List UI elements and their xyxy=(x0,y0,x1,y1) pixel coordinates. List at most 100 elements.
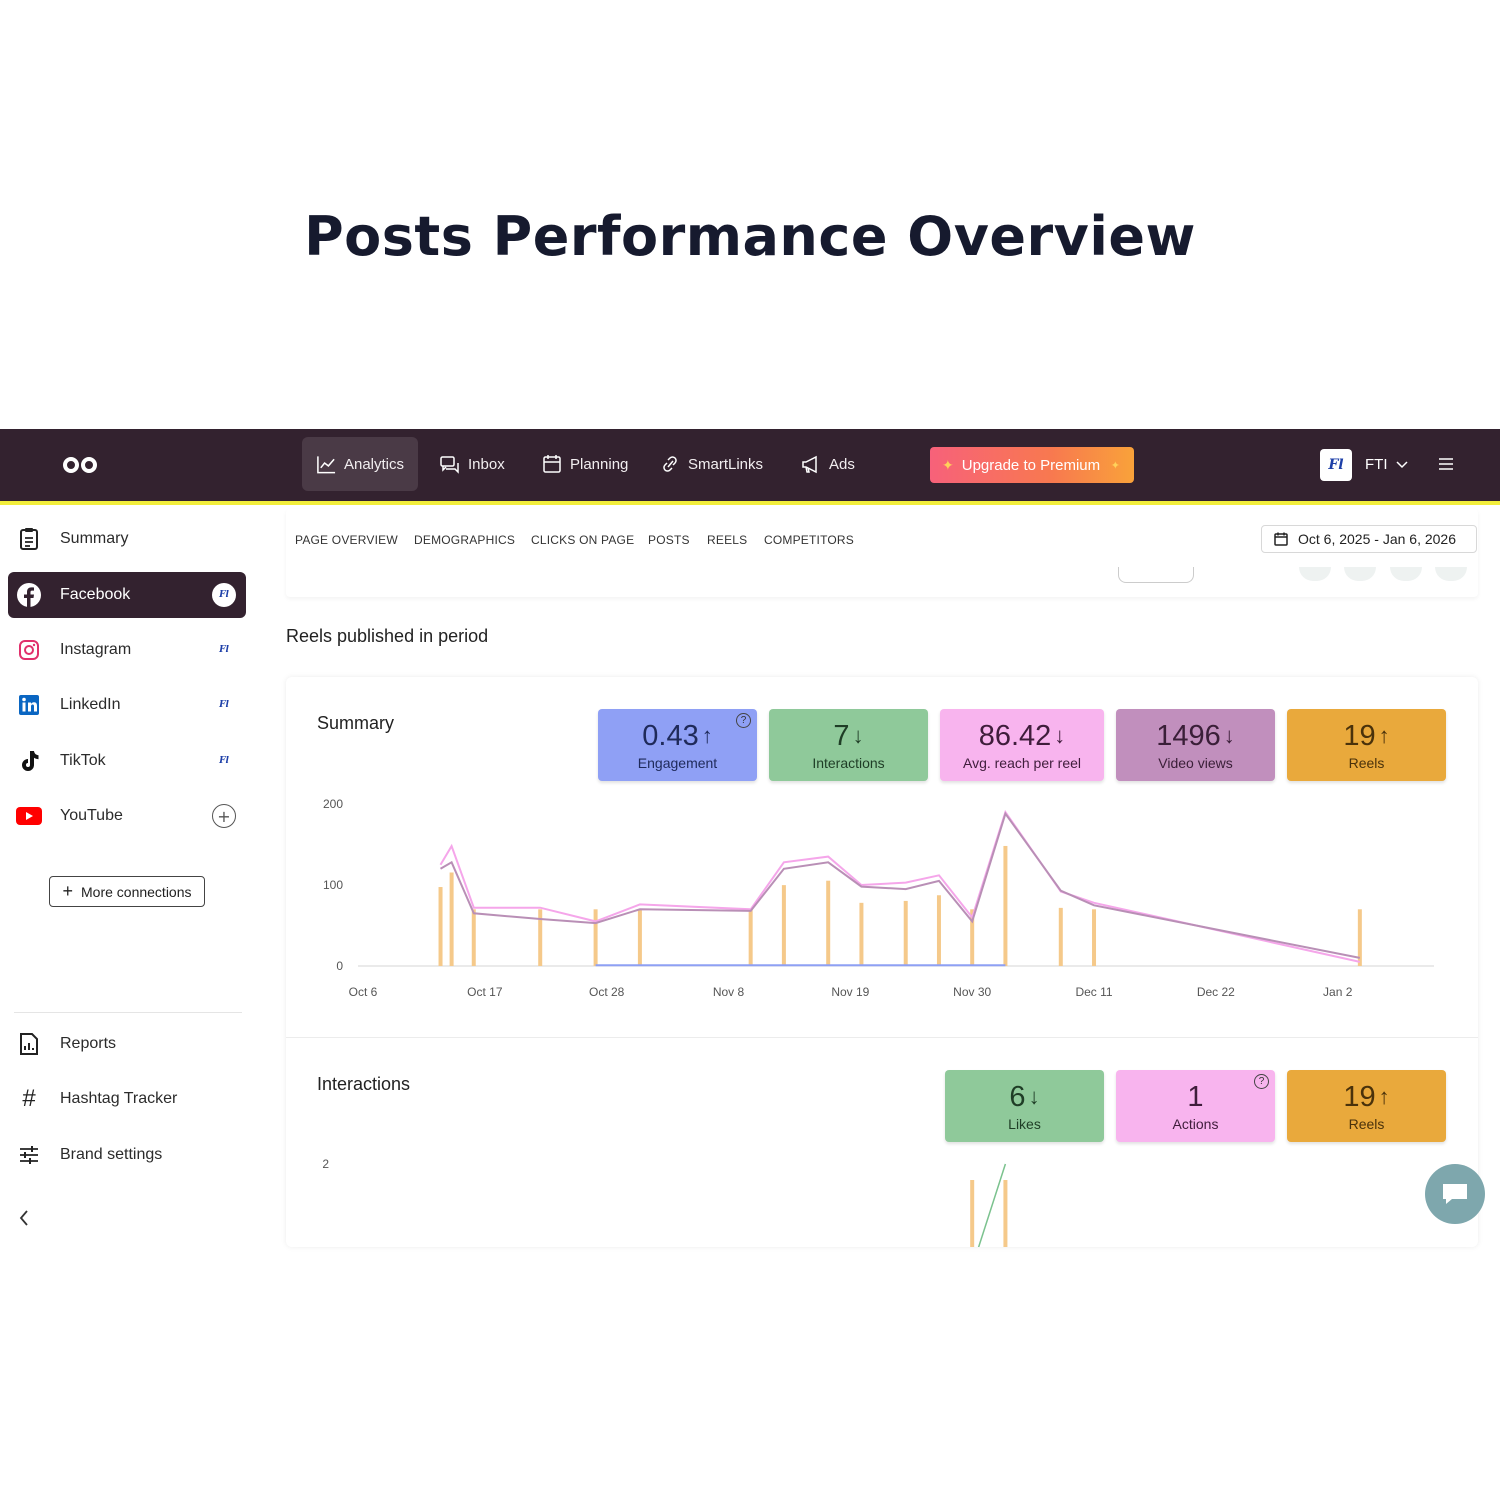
linkedin-icon xyxy=(16,692,42,718)
series-line xyxy=(439,809,1361,963)
scrolled-avatar-edge xyxy=(1435,567,1467,581)
reel-bar xyxy=(637,909,642,966)
kpi-interactions[interactable]: 7 ↓ Interactions xyxy=(769,709,928,781)
sidebar-item-instagram[interactable]: Instagram Fl xyxy=(8,627,246,673)
reel-bar xyxy=(936,895,941,966)
x-tick-label: Dec 11 xyxy=(1075,985,1112,999)
reel-bar xyxy=(1357,909,1362,966)
tab-demographics[interactable]: DEMOGRAPHICS xyxy=(414,533,516,547)
brand-switcher[interactable]: FTI xyxy=(1365,456,1408,473)
menu-icon[interactable] xyxy=(1437,454,1455,474)
nav-label: Inbox xyxy=(468,455,505,473)
sidebar-item-label: Reports xyxy=(60,1035,117,1052)
scrolled-avatar-edge xyxy=(1299,567,1331,581)
chevron-down-icon xyxy=(1395,460,1408,468)
sidebar-item-label: Summary xyxy=(60,530,129,547)
tab-competitors[interactable]: COMPETITORS xyxy=(764,533,854,547)
calendar-icon xyxy=(1274,532,1288,546)
infinity-logo-icon[interactable] xyxy=(62,456,98,474)
youtube-icon xyxy=(16,803,42,829)
brand-avatar[interactable]: Fl xyxy=(1320,449,1352,481)
kpi-label: Reels xyxy=(1348,754,1385,771)
nav-label: Ads xyxy=(829,455,855,473)
hashtag-icon: # xyxy=(22,1085,36,1112)
nav-analytics[interactable]: Analytics xyxy=(302,437,418,491)
kpi-value: 19 ↑ xyxy=(1343,719,1390,752)
kpi-video-views[interactable]: 1496 ↓ Video views xyxy=(1116,709,1275,781)
nav-smartlinks[interactable]: SmartLinks xyxy=(645,437,777,491)
date-range-value: Oct 6, 2025 - Jan 6, 2026 xyxy=(1298,531,1456,547)
nav-label: Analytics xyxy=(343,455,404,473)
arrow-up-icon: ↑ xyxy=(701,722,713,748)
kpi-actions[interactable]: 1 Actions ? xyxy=(1116,1070,1275,1142)
kpi-likes[interactable]: 6 ↓ Likes xyxy=(945,1070,1104,1142)
help-icon[interactable]: ? xyxy=(1254,1074,1269,1089)
chat-bubble-icon xyxy=(1443,1184,1467,1204)
x-tick-label: Oct 28 xyxy=(589,985,625,999)
sidebar-item-summary[interactable]: Summary xyxy=(8,516,246,562)
kpi-label: Engagement xyxy=(637,754,718,771)
tab-posts[interactable]: POSTS xyxy=(648,533,690,547)
sidebar-item-hashtag-tracker[interactable]: # Hashtag Tracker xyxy=(8,1076,246,1122)
date-range-picker[interactable]: Oct 6, 2025 - Jan 6, 2026 xyxy=(1261,525,1477,553)
sidebar-item-label: TikTok xyxy=(60,752,106,769)
scrolled-avatar-edge xyxy=(1390,567,1422,581)
reel-bar xyxy=(1092,909,1097,966)
kpi-engagement[interactable]: 0.43 ↑ Engagement ? xyxy=(598,709,757,781)
kpi-reels-interactions[interactable]: 19 ↑ Reels xyxy=(1287,1070,1446,1142)
sidebar-item-tiktok[interactable]: TikTok Fl xyxy=(8,738,246,784)
chat-bubbles-icon xyxy=(440,456,459,474)
tab-clicks-on-page[interactable]: CLICKS ON PAGE xyxy=(531,533,635,547)
y-tick-label: 0 xyxy=(336,959,343,973)
sidebar-item-linkedin[interactable]: LinkedIn Fl xyxy=(8,682,246,728)
sidebar-item-youtube[interactable]: YouTube + xyxy=(8,793,246,839)
kpi-value: 19 ↑ xyxy=(1343,1080,1390,1113)
arrow-up-icon: ↑ xyxy=(1378,1083,1390,1109)
chat-support-button[interactable] xyxy=(1425,1164,1485,1224)
help-icon[interactable]: ? xyxy=(736,713,751,728)
add-circle-icon[interactable]: + xyxy=(212,804,236,828)
account-avatar-icon: Fl xyxy=(219,756,229,766)
panel-separator xyxy=(286,1037,1478,1038)
tab-page-overview[interactable]: PAGE OVERVIEW xyxy=(295,533,398,547)
collapse-sidebar-chevron-icon[interactable] xyxy=(18,1209,30,1233)
x-tick-label: Oct 6 xyxy=(349,985,378,999)
sidebar-item-facebook[interactable]: Facebook Fl xyxy=(8,572,246,618)
nav-ads[interactable]: Ads xyxy=(786,437,869,491)
sidebar-item-reports[interactable]: Reports xyxy=(8,1021,246,1067)
analytics-tabs-bar: PAGE OVERVIEW DEMOGRAPHICS CLICKS ON PAG… xyxy=(286,509,1478,597)
account-avatar-icon: Fl xyxy=(219,700,229,710)
more-connections-button[interactable]: + More connections xyxy=(49,876,205,907)
upgrade-to-premium-button[interactable]: ✦ Upgrade to Premium ✦ xyxy=(930,447,1134,483)
chart-line-icon xyxy=(317,456,336,474)
series-line xyxy=(977,1163,1007,1247)
summary-title: Summary xyxy=(317,713,395,733)
nav-planning[interactable]: Planning xyxy=(527,437,642,491)
kpi-value: 1496 ↓ xyxy=(1156,719,1235,752)
sidebar-item-label: Instagram xyxy=(60,641,132,658)
account-avatar-icon: Fl xyxy=(212,583,236,607)
sidebar-item-label: YouTube xyxy=(60,807,123,824)
kpi-reels[interactable]: 19 ↑ Reels xyxy=(1287,709,1446,781)
reel-bar xyxy=(903,900,908,966)
reel-bar xyxy=(438,887,443,966)
reel-bar xyxy=(970,909,975,966)
kpi-value: 86.42 ↓ xyxy=(978,719,1066,752)
kpi-label: Interactions xyxy=(812,754,885,771)
brand-name: FTI xyxy=(1365,456,1388,473)
tiktok-icon xyxy=(16,748,42,774)
nav-inbox[interactable]: Inbox xyxy=(425,437,519,491)
tab-reels[interactable]: REELS xyxy=(707,533,748,547)
kpi-value: 6 ↓ xyxy=(1009,1080,1040,1113)
reels-analytics-panel: Summary 0.43 ↑ Engagement ? 7 ↓ Interactio… xyxy=(286,677,1478,1247)
kpi-avg-reach-per-reel[interactable]: 86.42 ↓ Avg. reach per reel xyxy=(940,709,1104,781)
link-icon xyxy=(663,456,677,472)
interactions-title: Interactions xyxy=(317,1074,411,1094)
kpi-label: Avg. reach per reel xyxy=(962,754,1082,771)
scrolled-control-edge xyxy=(1118,567,1194,583)
x-tick-label: Jan 2 xyxy=(1323,985,1353,999)
sparkle-icon: ✦ xyxy=(1110,459,1120,472)
kpi-value: 7 ↓ xyxy=(833,719,864,752)
reel-bar xyxy=(859,902,864,966)
sidebar-item-brand-settings[interactable]: Brand settings xyxy=(8,1132,246,1178)
